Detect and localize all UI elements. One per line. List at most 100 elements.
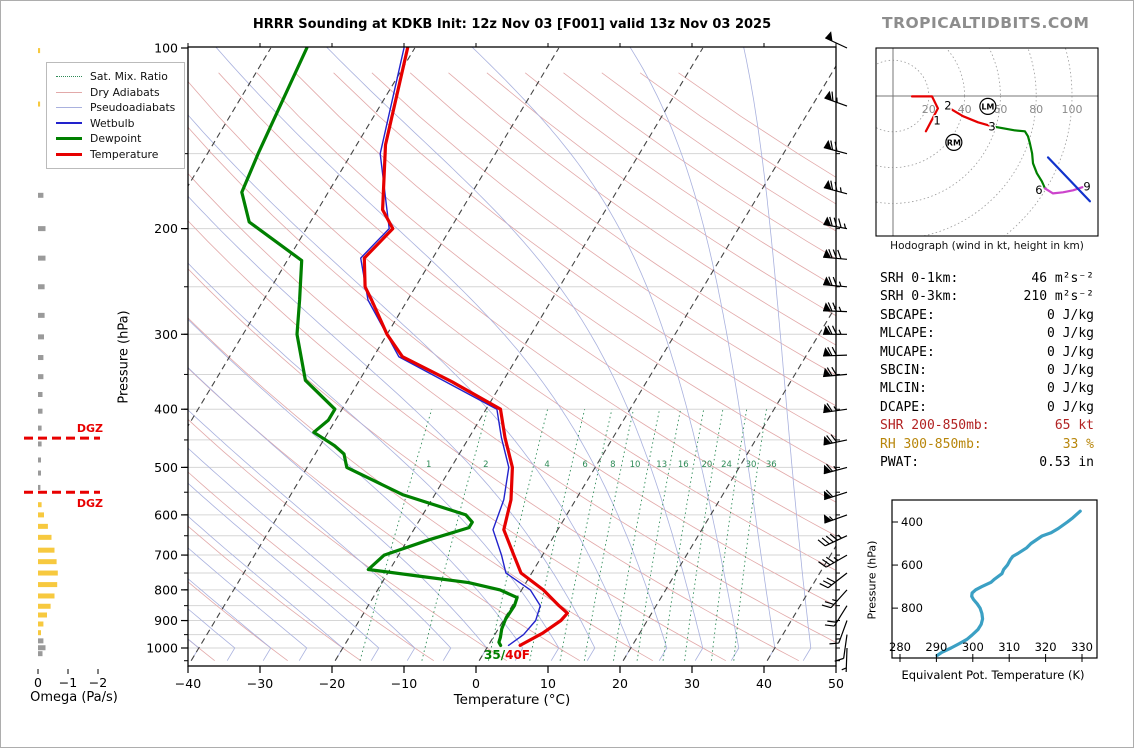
svg-text:80: 80 [1029, 103, 1043, 116]
svg-text:1000: 1000 [146, 641, 178, 656]
svg-text:1: 1 [933, 113, 940, 127]
wind-barb [823, 489, 848, 501]
svg-text:100: 100 [154, 41, 178, 56]
index-row: PWAT: 0.53 in [880, 454, 1094, 472]
wind-barb [823, 248, 848, 260]
hodograph-trace [1046, 156, 1092, 203]
svg-text:LM: LM [981, 102, 994, 111]
svg-text:900: 900 [154, 613, 178, 628]
temperature-curve [362, 47, 570, 648]
wind-barb [824, 90, 848, 107]
svg-text:100: 100 [1062, 103, 1083, 116]
index-label: RH 300-850mb: [880, 436, 982, 452]
legend-item: Temperature [56, 147, 175, 163]
index-label: DCAPE: [880, 399, 927, 415]
index-label: SBCIN: [880, 363, 927, 379]
pressure-axis-label: Pressure (hPa) [116, 310, 132, 404]
legend-line-sample [56, 122, 82, 125]
page-title: HRRR Sounding at KDKB Init: 12z Nov 03 [… [252, 17, 772, 32]
omega-axis-label: Omega (Pa/s) [30, 690, 118, 705]
svg-text:800: 800 [901, 601, 923, 615]
site-branding: TROPICALTIDBITS.COM [882, 14, 1090, 32]
svg-text:320: 320 [1035, 640, 1057, 654]
legend-label: Dewpoint [90, 132, 142, 146]
index-label: MLCAPE: [880, 326, 935, 342]
wind-barb [829, 620, 848, 645]
index-value: 0.53 in [1039, 455, 1094, 471]
index-value: 0 J/kg [1047, 344, 1094, 360]
index-row: SRH 0-1km: 46 m²s⁻² [880, 270, 1094, 288]
index-row: MUCAPE: 0 J/kg [880, 344, 1094, 362]
index-label: MLCIN: [880, 381, 927, 397]
svg-text:40: 40 [958, 103, 972, 116]
legend-item: Wetbulb [56, 116, 175, 132]
thetae-curve [935, 509, 1082, 658]
hodograph-trace [910, 95, 940, 133]
svg-text:−40: −40 [175, 676, 201, 691]
wind-barb [819, 572, 848, 589]
skewt-background [188, 47, 836, 662]
index-value: 0 J/kg [1047, 381, 1094, 397]
hodograph-trace [1043, 185, 1089, 195]
legend-label: Pseudoadiabats [90, 101, 176, 115]
svg-text:600: 600 [901, 558, 923, 572]
index-label: MUCAPE: [880, 344, 935, 360]
index-label: SBCAPE: [880, 307, 935, 323]
index-value: 33 % [1062, 436, 1094, 452]
svg-text:8: 8 [610, 460, 615, 470]
svg-text:300: 300 [154, 327, 178, 342]
index-value: 0 J/kg [1047, 307, 1094, 323]
index-value: 0 J/kg [1047, 363, 1094, 379]
temperature-axis-label: Temperature (°C) [453, 692, 571, 708]
svg-text:1: 1 [426, 460, 431, 470]
svg-text:30: 30 [746, 460, 757, 470]
index-row: MLCAPE: 0 J/kg [880, 325, 1094, 343]
dewpoint-curve [240, 47, 519, 648]
svg-text:200: 200 [154, 221, 178, 236]
svg-text:2: 2 [944, 98, 951, 112]
index-value: 0 J/kg [1047, 399, 1094, 415]
legend-label: Temperature [90, 147, 159, 161]
index-row: MLCIN: 0 J/kg [880, 380, 1094, 398]
svg-text:36: 36 [766, 460, 777, 470]
wind-barb [823, 366, 848, 378]
svg-text:800: 800 [154, 582, 178, 597]
svg-text:13: 13 [656, 460, 667, 470]
indices-panel: SRH 0-1km: 46 m²s⁻² SRH 0-3km: 210 m²s⁻² SBC… [880, 270, 1094, 472]
legend-item: Pseudoadiabats [56, 100, 175, 116]
index-value: 65 kt [1054, 418, 1094, 434]
index-label: PWAT: [880, 455, 920, 471]
svg-text:9: 9 [1083, 179, 1090, 193]
skewt-curves [240, 47, 570, 648]
wind-barb [823, 514, 848, 524]
index-row: RH 300-850mb: 33 % [880, 436, 1094, 454]
wind-barb [817, 533, 848, 547]
hodograph-caption: Hodograph (wind in kt, height in km) [890, 240, 1084, 252]
svg-text:60: 60 [993, 103, 1007, 116]
wind-barb [823, 180, 848, 195]
svg-text:0: 0 [472, 676, 480, 691]
svg-text:600: 600 [154, 507, 178, 522]
index-row: SRH 0-3km: 210 m²s⁻² [880, 288, 1094, 306]
svg-text:10: 10 [540, 676, 556, 691]
wind-barb [823, 434, 848, 446]
svg-text:310: 310 [998, 640, 1020, 654]
wind-barb [823, 216, 848, 230]
svg-text:40: 40 [756, 676, 772, 691]
hodograph-trace [946, 106, 994, 128]
legend-line-sample [56, 76, 82, 78]
surface-temp-dew-label: 35/40F [484, 648, 530, 662]
wind-barb [822, 346, 848, 357]
svg-text:−30: −30 [247, 676, 273, 691]
index-value: 46 m²s⁻² [1031, 271, 1094, 286]
index-row: DCAPE: 0 J/kg [880, 399, 1094, 417]
legend-line-sample [56, 91, 82, 93]
svg-text:24: 24 [721, 460, 732, 470]
svg-text:−2: −2 [89, 675, 107, 690]
index-row: SBCIN: 0 J/kg [880, 362, 1094, 380]
wind-barb [824, 31, 848, 49]
legend-item: Sat. Mix. Ratio [56, 69, 175, 85]
svg-text:50: 50 [828, 676, 844, 691]
